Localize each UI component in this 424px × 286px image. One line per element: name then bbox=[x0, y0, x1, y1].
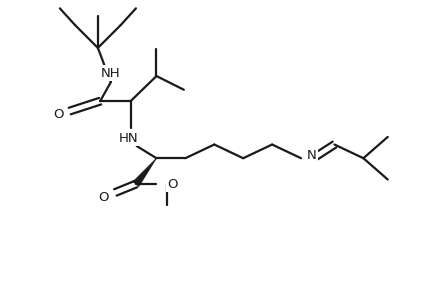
Text: O: O bbox=[167, 178, 178, 190]
Text: O: O bbox=[53, 108, 64, 121]
Text: HN: HN bbox=[118, 132, 138, 145]
Text: O: O bbox=[98, 190, 109, 204]
Text: NH: NH bbox=[101, 67, 120, 80]
Text: N: N bbox=[307, 149, 317, 162]
Polygon shape bbox=[133, 158, 156, 186]
